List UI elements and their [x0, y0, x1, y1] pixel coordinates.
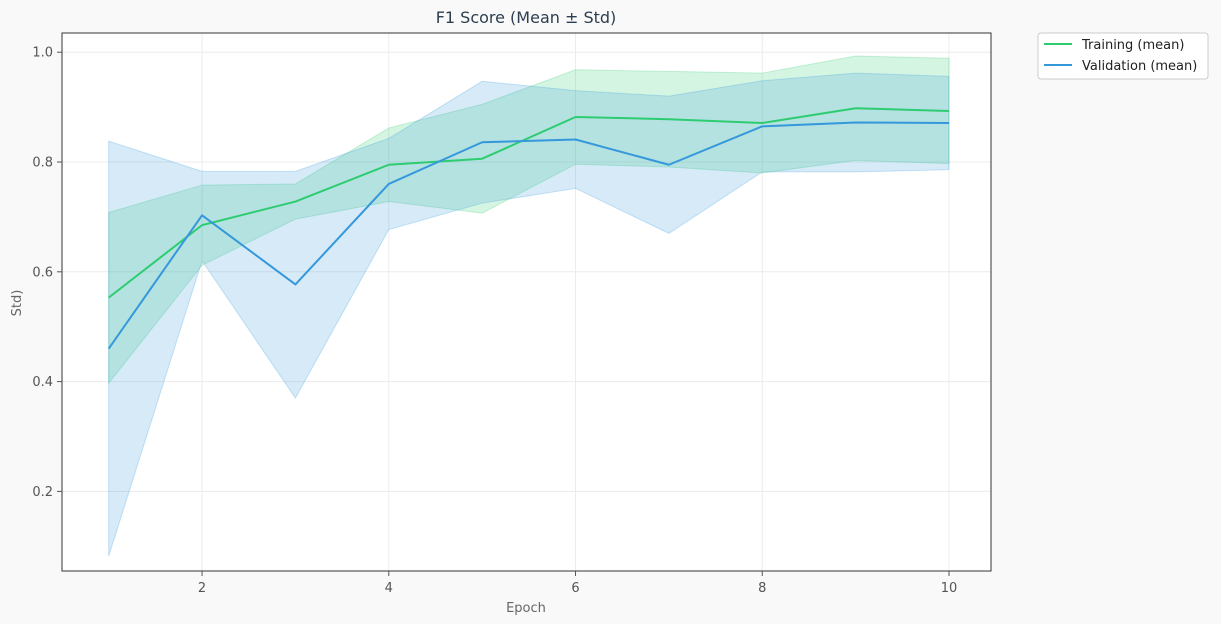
- axis-ticks: 2 4 6 8 10 0.2 0.4 0.6 0.8 1.0: [32, 46, 957, 596]
- legend: Training (mean) Validation (mean): [1037, 32, 1209, 80]
- x-axis-label: Epoch: [506, 601, 546, 616]
- x-tick-label: 10: [941, 581, 958, 596]
- y-axis-label: Std): [10, 290, 25, 317]
- mean-line-validation-mean: [107, 121, 949, 350]
- x-tick-label: 6: [571, 581, 579, 596]
- std-band-validation-mean: [108, 72, 950, 557]
- mean-lines: [107, 107, 950, 350]
- y-tick-label: 1.0: [32, 46, 53, 61]
- y-tick-label: 0.4: [32, 375, 53, 390]
- plot-frame: [61, 32, 992, 572]
- legend-label-training: Training (mean): [1081, 38, 1184, 53]
- mean-line-training-mean: [108, 107, 950, 299]
- y-tick-label: 0.2: [32, 485, 53, 500]
- std-band-training-mean: [108, 55, 950, 385]
- grid-lines: [62, 33, 991, 571]
- chart-title: F1 Score (Mean ± Std): [436, 8, 617, 27]
- x-tick-label: 8: [758, 581, 766, 596]
- std-bands: [108, 55, 950, 557]
- x-tick-label: 4: [385, 581, 393, 596]
- y-tick-label: 0.8: [32, 156, 53, 171]
- x-tick-label: 2: [198, 581, 206, 596]
- legend-label-validation: Validation (mean): [1082, 59, 1197, 74]
- y-tick-label: 0.6: [32, 265, 53, 280]
- legend-box: [1037, 32, 1209, 80]
